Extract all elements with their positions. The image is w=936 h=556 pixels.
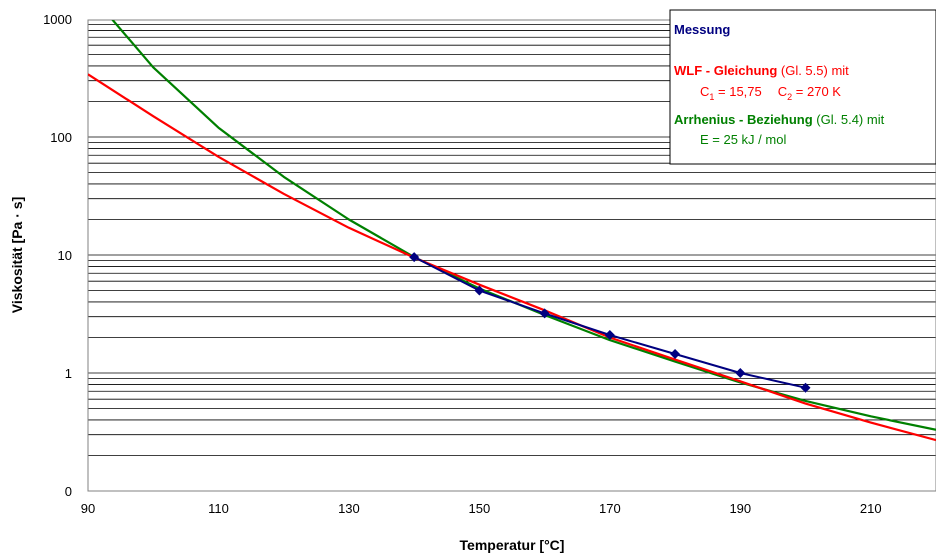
data-point (670, 348, 681, 359)
y-tick-label: 0 (65, 484, 72, 499)
x-axis-title: Temperatur [°C] (460, 537, 565, 553)
legend-c1-value: = 15,75 (714, 84, 761, 99)
legend-c1-label: C (700, 84, 709, 99)
y-tick-label: 100 (50, 130, 72, 145)
series-line (413, 256, 806, 389)
series-1 (88, 73, 936, 442)
x-tick-label: 130 (338, 501, 360, 516)
x-tick-label: 170 (599, 501, 621, 516)
legend-box (669, 9, 936, 165)
legend-c2-value: = 270 K (792, 84, 841, 99)
data-point (474, 285, 485, 296)
legend-arr-param: E = 25 kJ / mol (700, 132, 786, 147)
x-tick-label: 210 (860, 501, 882, 516)
legend-c2-sub: 2 (787, 92, 792, 102)
legend-wlf-params: C1 = 15,75 C2 = 270 K (700, 84, 841, 102)
legend-c2-label: C (778, 84, 787, 99)
series-0 (413, 256, 806, 389)
legend-wlf: WLF - Gleichung (Gl. 5.5) mit (674, 63, 849, 78)
x-tick-label: 190 (729, 501, 751, 516)
data-point (735, 368, 746, 378)
legend-arr-name: Arrhenius - Beziehung (674, 112, 813, 127)
data-point (604, 329, 615, 340)
y-tick-label: 1000 (43, 12, 72, 27)
legend: Messung WLF - Gleichung (Gl. 5.5) mit C1… (669, 9, 936, 165)
legend-arrhenius: Arrhenius - Beziehung (Gl. 5.4) mit (674, 112, 885, 127)
y-axis-title: Viskosität [Pa · s] (9, 197, 25, 313)
legend-wlf-ref: (Gl. 5.5) mit (777, 63, 849, 78)
legend-messung: Messung (674, 22, 730, 37)
x-tick-label: 90 (81, 501, 95, 516)
legend-arr-ref: (Gl. 5.4) mit (813, 112, 885, 127)
x-tick-label: 150 (469, 501, 491, 516)
data-point (409, 252, 420, 263)
y-tick-label: 1 (65, 366, 72, 381)
series-layer (88, 20, 936, 442)
legend-wlf-name: WLF - Gleichung (674, 63, 777, 78)
legend-c1-sub: 1 (709, 92, 714, 102)
y-tick-label: 10 (58, 248, 72, 263)
data-point (539, 308, 550, 319)
series-line (88, 73, 936, 442)
data-point (800, 382, 811, 393)
plot-area (87, 19, 936, 492)
x-tick-label: 110 (208, 501, 229, 516)
